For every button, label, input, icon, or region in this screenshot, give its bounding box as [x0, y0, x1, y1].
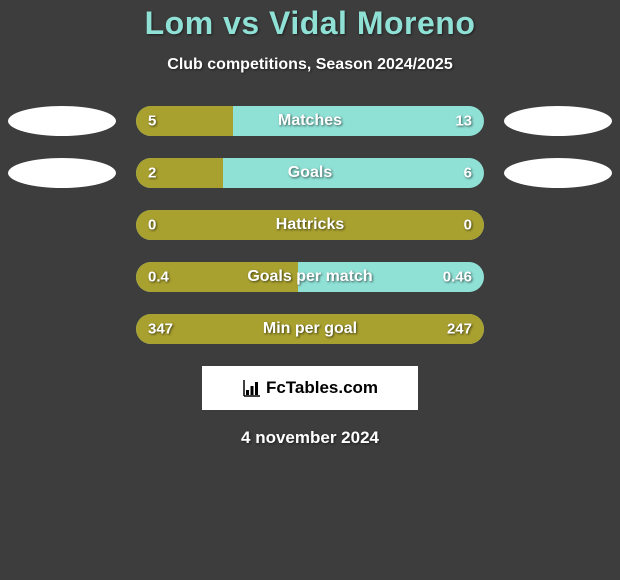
spacer [8, 262, 116, 292]
bar-row: 0.4 0.46 Goals per match [0, 262, 620, 292]
stat-right-value: 0.46 [443, 269, 472, 286]
right-team-ellipse [504, 158, 612, 188]
bar-row: 347 247 Min per goal [0, 314, 620, 344]
bar-row: 0 0 Hattricks [0, 210, 620, 240]
date-text: 4 november 2024 [0, 428, 620, 448]
stat-left-value: 0 [148, 217, 156, 234]
spacer [8, 314, 116, 344]
spacer [504, 210, 612, 240]
stat-left-value: 5 [148, 113, 156, 130]
bar-chart-icon [242, 378, 262, 398]
right-team-ellipse [504, 106, 612, 136]
spacer [504, 314, 612, 344]
stat-right-value: 0 [464, 217, 472, 234]
bar-row: 2 6 Goals [0, 158, 620, 188]
bar-row: 5 13 Matches [0, 106, 620, 136]
left-team-ellipse [8, 158, 116, 188]
stat-bar: 0 0 Hattricks [136, 210, 484, 240]
left-team-ellipse [8, 106, 116, 136]
stat-left-value: 347 [148, 321, 173, 338]
logo-content: FcTables.com [242, 378, 378, 398]
stat-right-value: 6 [464, 165, 472, 182]
logo-box[interactable]: FcTables.com [202, 366, 418, 410]
stat-right-value: 13 [455, 113, 472, 130]
spacer [8, 210, 116, 240]
spacer [504, 262, 612, 292]
page-title: Lom vs Vidal Moreno [0, 5, 620, 42]
stat-bar: 5 13 Matches [136, 106, 484, 136]
stat-label: Hattricks [276, 216, 344, 234]
stat-label: Goals [288, 164, 332, 182]
main-container: Lom vs Vidal Moreno Club competitions, S… [0, 0, 620, 448]
stat-bar: 2 6 Goals [136, 158, 484, 188]
stat-label: Goals per match [247, 268, 372, 286]
stat-label: Matches [278, 112, 342, 130]
logo-text: FcTables.com [266, 378, 378, 398]
stat-right-value: 247 [447, 321, 472, 338]
bars-list: 5 13 Matches 2 6 Goals 0 0 Hattricks 0.4 0.46 Goals… [0, 106, 620, 344]
stat-left-value: 2 [148, 165, 156, 182]
subtitle: Club competitions, Season 2024/2025 [0, 56, 620, 74]
stat-label: Min per goal [263, 320, 357, 338]
stat-left-value: 0.4 [148, 269, 169, 286]
stat-bar: 0.4 0.46 Goals per match [136, 262, 484, 292]
stat-bar: 347 247 Min per goal [136, 314, 484, 344]
